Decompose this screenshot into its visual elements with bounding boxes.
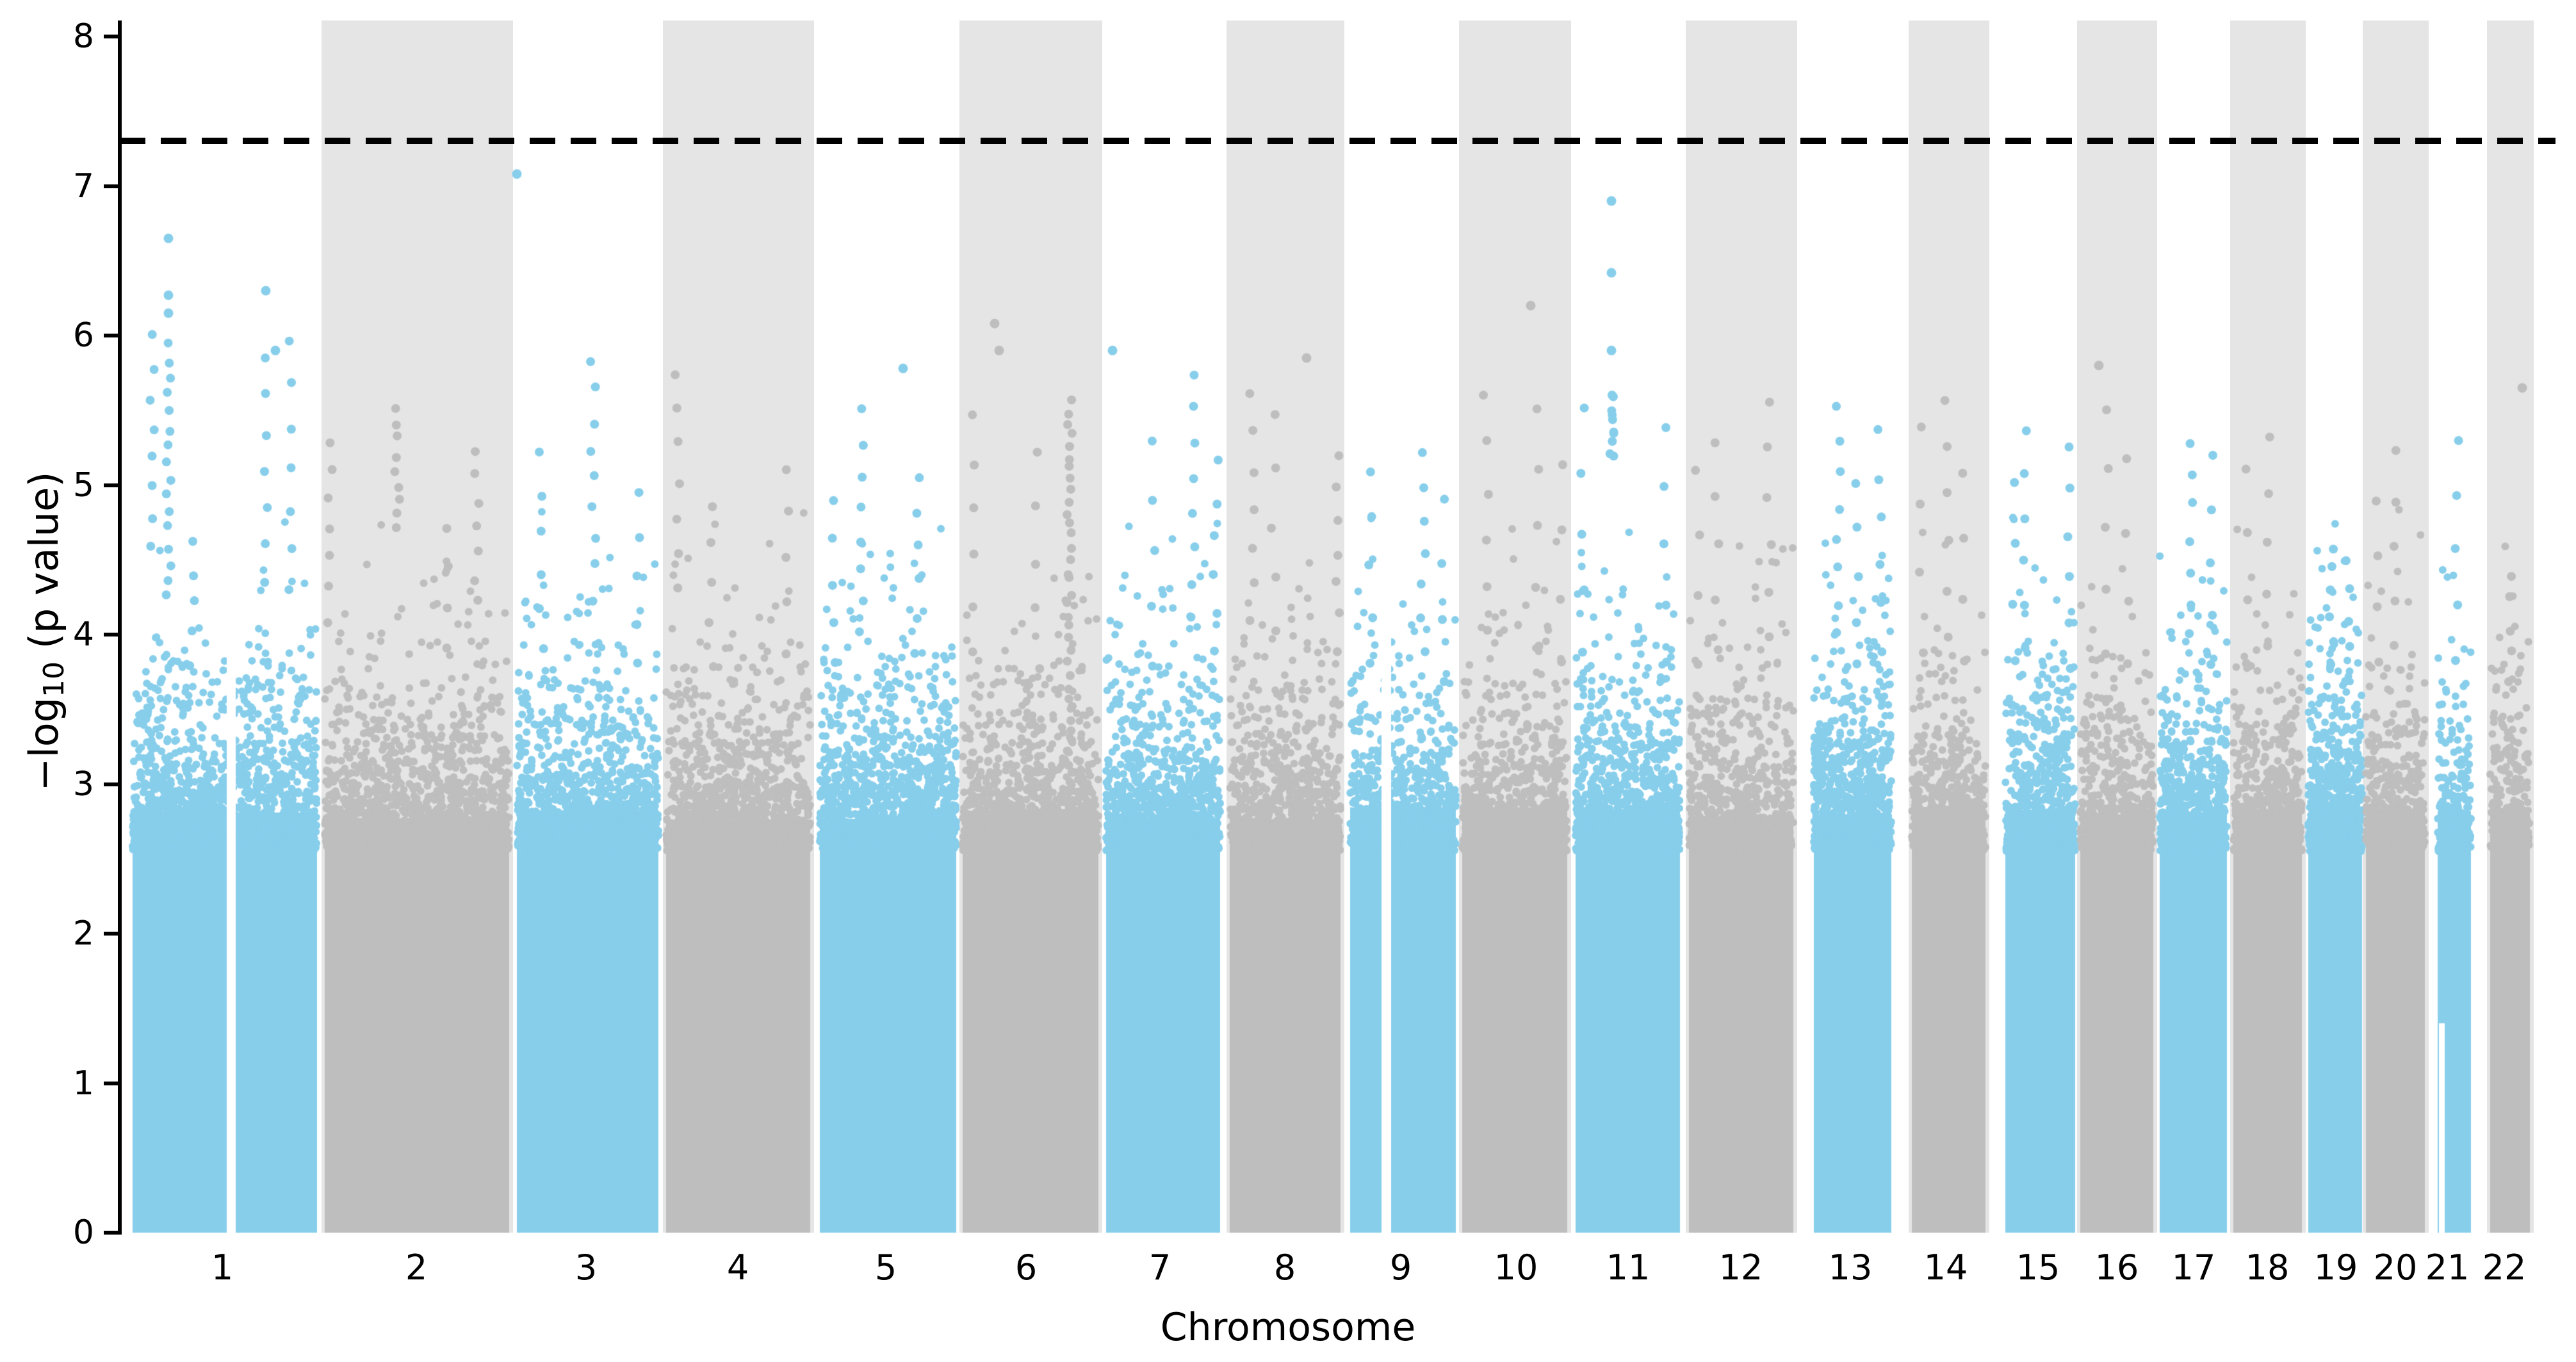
y-tick-label-0: 0 — [72, 1213, 94, 1252]
x-tick-label-chr13: 13 — [1828, 1247, 1873, 1288]
y-tick-label-3: 3 — [72, 765, 94, 804]
y-tick-label-8: 8 — [72, 17, 94, 56]
x-tick-label-chr16: 16 — [2094, 1247, 2139, 1288]
y-tick-1 — [104, 1081, 118, 1085]
x-tick-label-chr2: 2 — [405, 1247, 428, 1288]
y-axis-spine — [118, 20, 122, 1235]
significance-threshold-line — [120, 138, 2556, 145]
y-axis-title-pre: −log — [20, 697, 67, 791]
y-axis-title: −log 10 (p value) — [19, 388, 71, 875]
x-tick-label-chr6: 6 — [1015, 1247, 1038, 1288]
y-tick-label-4: 4 — [72, 615, 94, 654]
y-tick-label-5: 5 — [72, 466, 94, 505]
x-tick-label-chr12: 12 — [1718, 1247, 1763, 1288]
y-tick-label-1: 1 — [72, 1064, 94, 1103]
x-tick-label-chr11: 11 — [1606, 1247, 1651, 1288]
x-tick-label-chr8: 8 — [1273, 1247, 1296, 1288]
x-tick-label-chr3: 3 — [575, 1247, 598, 1288]
y-tick-label-6: 6 — [72, 316, 94, 355]
x-tick-label-chr15: 15 — [2016, 1247, 2060, 1288]
x-axis-title: Chromosome — [1160, 1305, 1416, 1350]
x-tick-label-chr7: 7 — [1148, 1247, 1171, 1288]
y-tick-4 — [104, 633, 118, 636]
x-tick-label-chr22: 22 — [2482, 1247, 2527, 1288]
x-tick-label-chr18: 18 — [2245, 1247, 2290, 1288]
x-tick-label-chr5: 5 — [874, 1247, 897, 1288]
x-tick-label-chr1: 1 — [211, 1247, 234, 1288]
x-tick-label-chr17: 17 — [2171, 1247, 2216, 1288]
y-tick-label-7: 7 — [72, 166, 94, 206]
x-tick-label-chr14: 14 — [1923, 1247, 1968, 1288]
x-tick-label-chr9: 9 — [1389, 1247, 1412, 1288]
y-tick-6 — [104, 334, 118, 337]
x-tick-label-chr10: 10 — [1494, 1247, 1538, 1288]
y-tick-label-2: 2 — [72, 914, 94, 953]
x-tick-label-chr21: 21 — [2425, 1247, 2470, 1288]
y-tick-3 — [104, 782, 118, 786]
y-tick-2 — [104, 932, 118, 936]
x-tick-label-chr4: 4 — [726, 1247, 749, 1288]
y-axis-title-subscript: 10 — [38, 661, 70, 698]
y-tick-5 — [104, 483, 118, 487]
y-tick-7 — [104, 184, 118, 188]
y-axis-title-post: (p value) — [20, 471, 67, 662]
y-tick-8 — [104, 35, 118, 38]
x-tick-label-chr19: 19 — [2313, 1247, 2358, 1288]
y-tick-0 — [104, 1231, 118, 1235]
x-tick-label-chr20: 20 — [2373, 1247, 2418, 1288]
